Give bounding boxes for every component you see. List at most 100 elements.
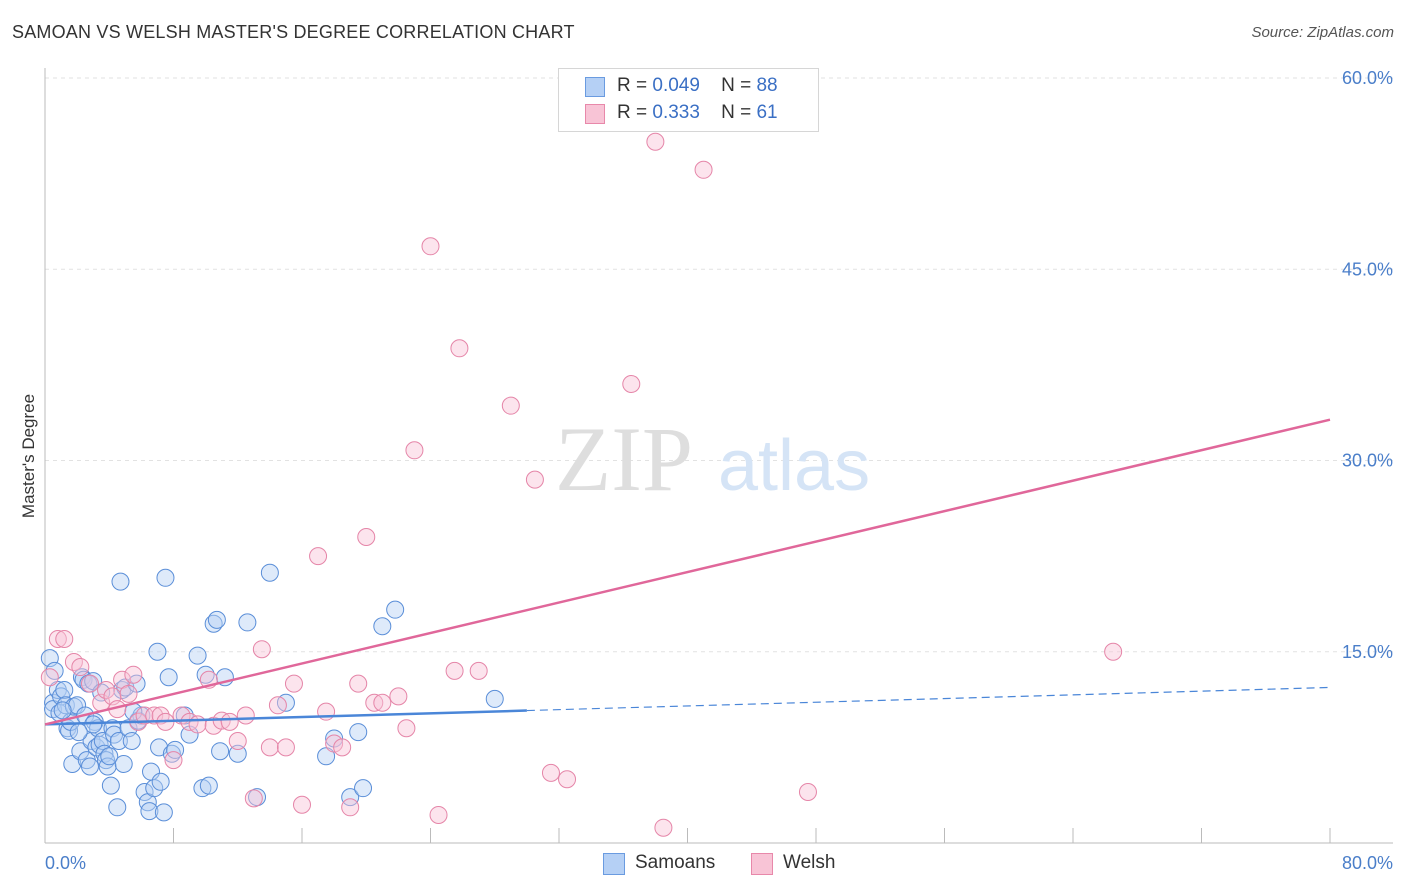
source-label: Source: ZipAtlas.com [1251,24,1394,41]
samoans-point [80,757,99,776]
samoans-point [317,747,336,766]
samoans-point [159,668,178,687]
samoans-point [109,732,128,750]
welsh-point [357,528,376,546]
samoans-point [148,642,167,661]
samoans-point [386,600,405,619]
samoans-trend-line [44,709,527,726]
welsh-point [798,783,817,801]
welsh-n-label: N = [721,102,752,123]
welsh-point [188,715,207,734]
samoans-swatch [585,77,605,97]
x-tick-label-min: 0.0% [45,853,86,873]
samoans-point [211,742,230,761]
welsh-point [40,668,59,687]
samoans-point [151,772,170,791]
welsh-point [349,674,368,693]
welsh-point [97,681,116,699]
samoans-point [207,610,226,629]
samoans-point [140,802,159,821]
welsh-point [119,684,138,703]
samoans-point [122,732,141,750]
y-axis-label: Master's Degree [19,394,38,518]
welsh-point [445,661,464,680]
welsh-point [164,751,183,770]
samoans-r-value: 0.049 [652,75,700,96]
data-points [40,132,1123,837]
samoans-point [45,661,64,680]
welsh-point [389,687,408,706]
samoans-point [63,754,82,773]
welsh-point [1104,642,1123,661]
welsh-point [236,706,255,725]
y-tick-label: 60.0% [1342,68,1393,88]
welsh-point [469,661,488,680]
x-tick-label-max: 80.0% [1342,853,1393,873]
stats-legend: R = 0.049 N = 88 R = 0.333 N = 61 [558,68,819,132]
samoans-point [260,563,279,582]
welsh-point [341,798,360,817]
welsh-point [558,770,577,789]
welsh-point [135,706,154,725]
welsh-point [293,795,311,814]
welsh-point [124,665,143,684]
welsh-point [228,732,247,750]
samoans-point [354,779,373,798]
welsh-point [429,805,448,824]
samoans-point [55,681,74,699]
samoans-point [485,689,504,708]
samoans-point [199,776,218,795]
samoans-point [69,723,88,742]
legend-samoans-stats: R = 0.049 N = 88 [617,75,778,97]
welsh-point [276,738,295,757]
welsh-trend-line [44,418,1331,726]
welsh-point [244,789,263,808]
welsh-r-value: 0.333 [652,102,700,123]
welsh-point [397,719,416,738]
welsh-point [333,738,352,757]
welsh-point [450,339,469,358]
tick-labels: 15.0% 30.0% 45.0% 60.0% 0.0% 80.0% [45,68,1393,873]
welsh-point [501,396,520,415]
samoans-point [196,665,215,684]
welsh-point [284,674,303,693]
samoans-point [135,783,154,801]
welsh-point [525,470,544,489]
samoans-point [60,721,79,740]
samoans-point [111,572,130,591]
welsh-point [48,630,67,648]
watermark-atlas: atlas [718,426,870,506]
samoans-point [53,701,72,720]
welsh-legend-swatch [751,853,773,875]
welsh-point [220,712,239,731]
welsh-point [622,375,641,393]
welsh-point [268,696,287,715]
samoans-point [373,617,392,636]
watermark-zip: ZIP [555,408,693,510]
welsh-point [694,160,713,179]
samoans-n-label: N = [721,75,752,96]
y-tick-label: 15.0% [1342,642,1393,662]
chart-title: SAMOAN VS WELSH MASTER'S DEGREE CORRELAT… [12,22,575,42]
welsh-point [309,547,328,566]
welsh-point [421,237,440,256]
welsh-point [541,763,560,782]
samoans-point [145,779,164,798]
watermark: ZIP atlas [555,408,870,510]
samoans-legend-swatch [603,853,625,875]
samoans-point [341,788,360,807]
samoans-point [154,803,173,822]
samoans-point [156,568,175,587]
welsh-point [405,441,424,460]
samoans-n-value: 88 [756,75,778,96]
samoans-point [188,646,207,665]
samoans-point [238,613,257,632]
samoans-legend-label: Samoans [635,852,716,873]
trend-lines [44,418,1331,726]
welsh-swatch [585,104,605,124]
welsh-point [80,674,99,693]
welsh-point [252,640,271,659]
welsh-r-label: R = [617,102,648,123]
legend-welsh-stats: R = 0.333 N = 61 [617,102,778,124]
